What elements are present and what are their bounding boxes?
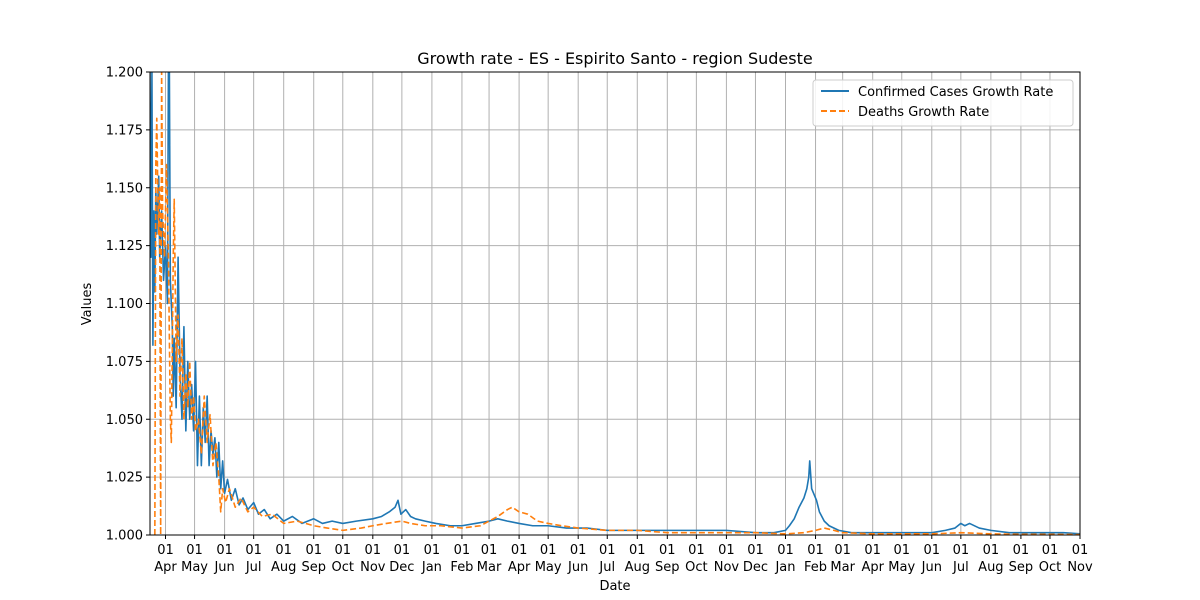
x-tick-month-label: Nov <box>1067 560 1093 575</box>
x-tick-day-label: 01 <box>1013 543 1030 558</box>
x-tick-day-label: 01 <box>864 543 881 558</box>
x-tick-day-label: 01 <box>983 543 1000 558</box>
x-axis: 01 Apr 01 May 01 Jun 01 Jul 01 Aug 01 Sep 01 Oct 01 Nov… <box>154 535 1093 575</box>
legend-label-confirmed: Confirmed Cases Growth Rate <box>858 85 1053 100</box>
x-tick-day-label: 01 <box>511 543 528 558</box>
x-tick-day-label: 01 <box>1072 543 1089 558</box>
x-tick-day-label: 01 <box>540 543 557 558</box>
x-tick-month-label: Aug <box>625 560 650 575</box>
x-axis-label: Date <box>599 579 630 594</box>
y-axis-label: Values <box>80 283 95 326</box>
x-tick-day-label: 01 <box>570 543 587 558</box>
x-tick-month-label: Mar <box>830 560 855 575</box>
x-tick-month-label: Jun <box>213 560 234 575</box>
x-tick-day-label: 01 <box>157 543 174 558</box>
x-tick-day-label: 01 <box>454 543 471 558</box>
x-tick-month-label: Sep <box>301 560 326 575</box>
y-tick-label: 1.200 <box>106 66 143 81</box>
y-tick-label: 1.175 <box>106 123 143 138</box>
y-tick-label: 1.050 <box>106 413 143 428</box>
x-tick-month-label: May <box>535 560 562 575</box>
x-tick-month-label: Aug <box>978 560 1003 575</box>
x-tick-day-label: 01 <box>688 543 705 558</box>
x-tick-day-label: 01 <box>834 543 851 558</box>
x-tick-month-label: Oct <box>332 560 354 575</box>
x-tick-month-label: Oct <box>685 560 707 575</box>
x-tick-day-label: 01 <box>953 543 970 558</box>
x-tick-month-label: Feb <box>804 560 827 575</box>
x-tick-day-label: 01 <box>394 543 411 558</box>
x-tick-month-label: Jun <box>567 560 588 575</box>
x-tick-month-label: Jan <box>774 560 795 575</box>
legend-label-deaths: Deaths Growth Rate <box>858 105 989 120</box>
x-tick-day-label: 01 <box>424 543 441 558</box>
x-tick-day-label: 01 <box>335 543 352 558</box>
y-tick-label: 1.125 <box>106 239 143 254</box>
y-tick-label: 1.150 <box>106 181 143 196</box>
x-tick-month-label: May <box>181 560 208 575</box>
x-tick-month-label: Jul <box>598 560 615 575</box>
x-tick-month-label: Dec <box>389 560 414 575</box>
x-tick-day-label: 01 <box>186 543 203 558</box>
x-tick-month-label: Sep <box>655 560 680 575</box>
x-tick-day-label: 01 <box>216 543 233 558</box>
x-tick-month-label: Dec <box>743 560 768 575</box>
x-tick-month-label: Sep <box>1009 560 1034 575</box>
x-tick-day-label: 01 <box>777 543 794 558</box>
x-tick-day-label: 01 <box>659 543 676 558</box>
x-tick-day-label: 01 <box>305 543 322 558</box>
x-tick-day-label: 01 <box>924 543 941 558</box>
x-tick-month-label: Oct <box>1039 560 1061 575</box>
y-axis: 1.000 1.025 1.050 1.075 1.100 1.125 1.150 1.175… <box>106 66 150 544</box>
x-tick-month-label: Feb <box>450 560 473 575</box>
x-tick-day-label: 01 <box>275 543 292 558</box>
x-tick-month-label: May <box>888 560 915 575</box>
x-tick-day-label: 01 <box>245 543 262 558</box>
x-tick-month-label: Apr <box>861 560 884 575</box>
x-tick-day-label: 01 <box>365 543 382 558</box>
x-tick-month-label: Jul <box>952 560 969 575</box>
y-tick-label: 1.075 <box>106 355 143 370</box>
series-layer <box>150 72 1080 535</box>
x-tick-day-label: 01 <box>807 543 824 558</box>
x-tick-day-label: 01 <box>1042 543 1059 558</box>
y-tick-label: 1.000 <box>106 529 143 544</box>
x-tick-month-label: Aug <box>271 560 296 575</box>
x-tick-month-label: Jul <box>245 560 262 575</box>
x-tick-month-label: Jan <box>421 560 442 575</box>
x-tick-day-label: 01 <box>747 543 764 558</box>
y-tick-label: 1.100 <box>106 297 143 312</box>
x-tick-day-label: 01 <box>893 543 910 558</box>
legend-box <box>812 79 1074 127</box>
chart-title: Growth rate - ES - Espirito Santo - regi… <box>417 49 812 68</box>
x-tick-month-label: Apr <box>154 560 177 575</box>
x-tick-month-label: Nov <box>714 560 740 575</box>
x-tick-month-label: Jun <box>921 560 942 575</box>
y-tick-label: 1.025 <box>106 471 143 486</box>
x-tick-day-label: 01 <box>599 543 616 558</box>
x-tick-day-label: 01 <box>481 543 498 558</box>
x-tick-month-label: Mar <box>477 560 502 575</box>
x-tick-month-label: Apr <box>508 560 531 575</box>
x-tick-month-label: Nov <box>360 560 386 575</box>
series-line-1 <box>154 72 1080 535</box>
x-tick-day-label: 01 <box>718 543 735 558</box>
legend: Confirmed Cases Growth Rate Deaths Growt… <box>812 79 1074 127</box>
x-tick-day-label: 01 <box>629 543 646 558</box>
